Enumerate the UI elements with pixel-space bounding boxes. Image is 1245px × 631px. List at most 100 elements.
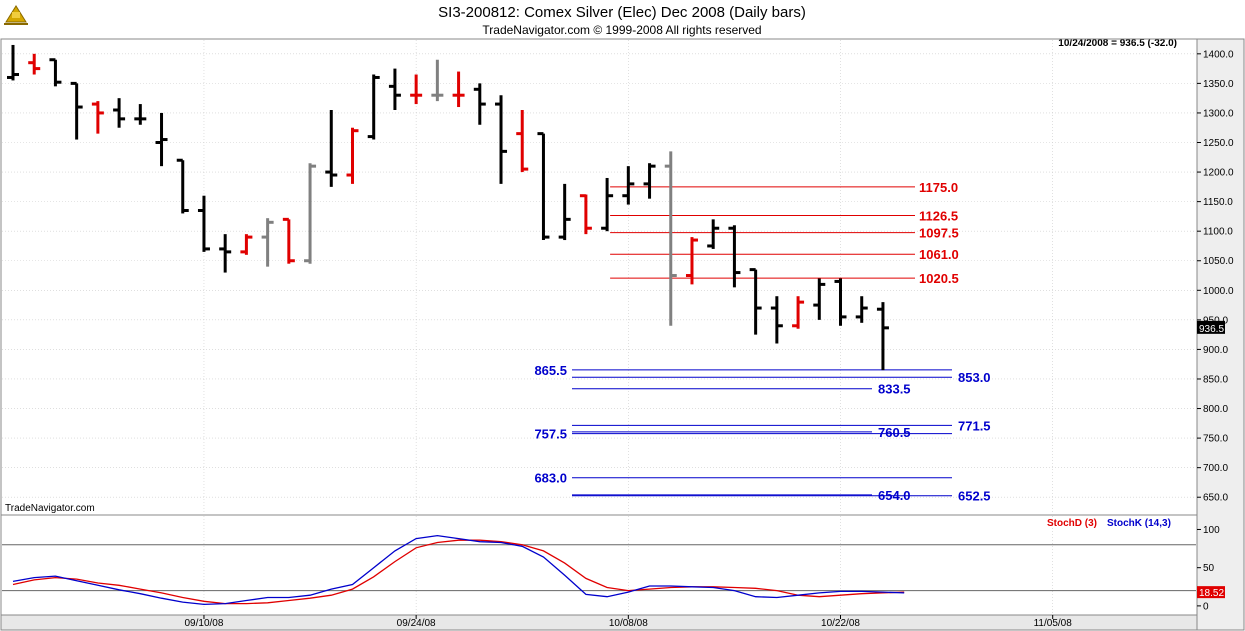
y-tick-label: 1000.0: [1203, 286, 1234, 297]
price-bar: [876, 302, 889, 371]
legend-stoch-d: StochD (3): [1047, 518, 1097, 529]
legend-stoch-k: StochK (14,3): [1107, 518, 1171, 529]
price-bar: [304, 163, 317, 264]
y-tick-label: 850.0: [1203, 374, 1228, 385]
price-bar: [346, 127, 359, 184]
price-bar: [664, 151, 677, 326]
price-bar: [558, 183, 571, 241]
fib-label-red: 1061.0: [919, 247, 959, 262]
price-bar: [49, 58, 62, 87]
price-bar: [855, 296, 868, 323]
price-bar: [813, 278, 826, 320]
fib-label-blue: 771.5: [958, 418, 991, 433]
price-bar: [728, 225, 741, 288]
price-bar: [155, 112, 168, 167]
fib-label-blue: 652.5: [958, 489, 991, 504]
price-bar: [282, 217, 295, 264]
watermark: TradeNavigator.com: [5, 503, 95, 514]
price-bar: [240, 234, 253, 255]
y-tick-label: 1350.0: [1203, 79, 1234, 90]
stoch-last-tag: [1197, 586, 1225, 599]
price-bar: [7, 44, 19, 81]
price-bar: [28, 53, 41, 75]
price-bar: [197, 195, 210, 252]
x-tick-label: 09/10/08: [184, 618, 223, 629]
x-axis-band: [0, 614, 1198, 631]
stoch-panel: [0, 514, 1198, 616]
price-bar: [410, 74, 423, 105]
price-bar: [792, 296, 805, 329]
stoch-k-line: [12, 534, 905, 606]
price-bar: [516, 109, 529, 173]
price-bars: [7, 44, 889, 371]
price-bar: [452, 71, 465, 108]
grid: [2, 40, 1196, 614]
y-tick-label: 1050.0: [1203, 256, 1234, 267]
price-bar: [707, 219, 720, 249]
y-tick-label: 750.0: [1203, 434, 1228, 445]
x-tick-label: 10/22/08: [821, 618, 860, 629]
x-axis: 09/10/08 09/24/08 10/08/08 10/22/08 11/05/08: [184, 615, 1072, 629]
chart-title: SI3-200812: Comex Silver (Elec) Dec 2008…: [438, 4, 806, 21]
stoch-d-line: [12, 539, 905, 605]
fib-label-blue: 760.5: [878, 425, 911, 440]
price-bar: [134, 104, 147, 125]
y-tick-label: 650.0: [1203, 493, 1228, 504]
price-bar: [325, 109, 338, 187]
stoch-tick-label: 50: [1203, 563, 1215, 574]
fib-label-blue: 757.5: [534, 427, 567, 442]
stochastic-lines: [2, 534, 1196, 606]
x-tick-label: 11/05/08: [1034, 618, 1073, 629]
price-bar: [601, 177, 614, 232]
fib-label-red: 1126.5: [919, 209, 958, 224]
y-tick-label: 1300.0: [1203, 108, 1234, 119]
price-bar: [113, 98, 126, 128]
stoch-y-axis: 0 50 100 18.52: [1197, 525, 1225, 612]
price-bar: [431, 59, 444, 102]
y-tick-label: 900.0: [1203, 345, 1228, 356]
y-axis-band: [1196, 38, 1245, 631]
fib-label-red: 1097.5: [919, 226, 959, 241]
price-bar: [261, 218, 274, 267]
fib-label-red: 1175.0: [919, 180, 958, 195]
logo-icon: [4, 5, 28, 25]
fib-label-blue: 853.0: [958, 370, 991, 385]
price-bar: [70, 81, 83, 140]
stoch-last-label: 18.52: [1199, 588, 1224, 599]
price-bar: [91, 101, 104, 134]
price-bar: [537, 132, 550, 241]
price-bar: [685, 237, 698, 285]
fib-label-blue: 865.5: [534, 363, 567, 378]
price-bar: [176, 158, 189, 214]
price-bar: [622, 166, 635, 205]
last-price-info: 10/24/2008 = 936.5 (-32.0): [1058, 38, 1177, 49]
price-bar: [219, 234, 232, 273]
price-bar: [770, 296, 783, 344]
price-bar: [579, 194, 592, 235]
fib-label-blue: 683.0: [534, 471, 567, 486]
chart-subtitle: TradeNavigator.com © 1999-2008 All right…: [482, 23, 761, 37]
last-price-tag: [1197, 320, 1225, 334]
y-tick-label: 1250.0: [1203, 138, 1234, 149]
x-tick-label: 10/08/08: [609, 618, 648, 629]
price-bar: [473, 83, 486, 125]
y-tick-label: 1400.0: [1203, 49, 1234, 60]
fib-label-red: 1020.5: [919, 271, 959, 286]
price-panel: [0, 38, 1198, 516]
price-bar: [495, 95, 508, 184]
price-bar: [749, 268, 762, 335]
y-tick-label: 1100.0: [1203, 227, 1233, 238]
y-tick-label: 1150.0: [1203, 197, 1233, 208]
fib-label-blue: 833.5: [878, 382, 911, 397]
price-y-axis: 650.0700.0750.0800.0850.0900.0950.01000.…: [1197, 49, 1234, 504]
y-tick-label: 1200.0: [1203, 168, 1234, 179]
price-bar: [643, 163, 656, 199]
stoch-tick-label: 0: [1203, 601, 1209, 612]
price-bar: [367, 74, 380, 140]
y-tick-label: 800.0: [1203, 404, 1228, 415]
x-tick-label: 09/24/08: [397, 618, 436, 629]
fib-levels: 1175.0 1126.5 1097.5 1061.0 1020.5 865.5 853.0…: [534, 180, 990, 504]
last-price-label: 936.5: [1199, 324, 1224, 335]
price-bar: [388, 68, 401, 110]
